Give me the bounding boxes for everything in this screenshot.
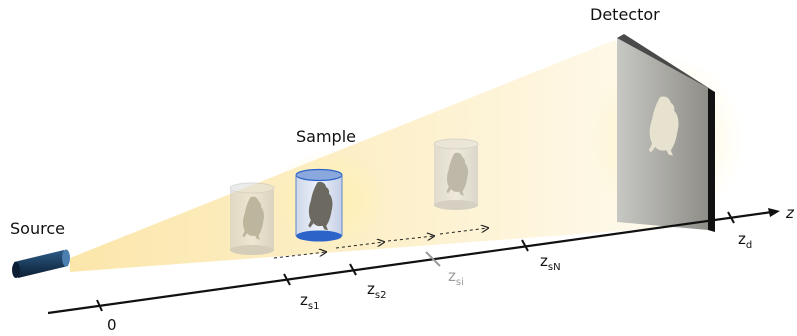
tick-origin — [96, 299, 103, 312]
sample-label: Sample — [296, 127, 356, 146]
detector-panel — [617, 34, 715, 232]
tick-zsN — [521, 239, 529, 252]
tick-zsi — [425, 251, 441, 267]
tick-label-zsi: zsi — [448, 267, 464, 288]
sample-ghost-1 — [229, 182, 275, 255]
tick-zs1 — [283, 273, 291, 286]
x-ray-beam — [70, 40, 700, 272]
z-axis-label: z — [785, 204, 795, 222]
source-label: Source — [10, 219, 65, 238]
source-tube — [12, 249, 70, 278]
tick-label-zs1: zs1 — [300, 291, 319, 312]
z-axis-line — [47, 210, 773, 315]
tick-label-zd: zd — [738, 230, 752, 251]
z-axis-arrowhead — [768, 208, 780, 217]
tick-zs2 — [349, 263, 357, 276]
sample-highlighted — [295, 168, 343, 242]
tick-zd — [727, 211, 735, 224]
sample-motion-arrows — [273, 228, 488, 259]
tick-label-zsN: zsN — [540, 252, 561, 273]
sample-ghost-2 — [433, 138, 479, 210]
tick-label-origin: 0 — [107, 316, 117, 334]
detector-label: Detector — [590, 5, 660, 24]
tick-label-zs2: zs2 — [367, 280, 386, 301]
